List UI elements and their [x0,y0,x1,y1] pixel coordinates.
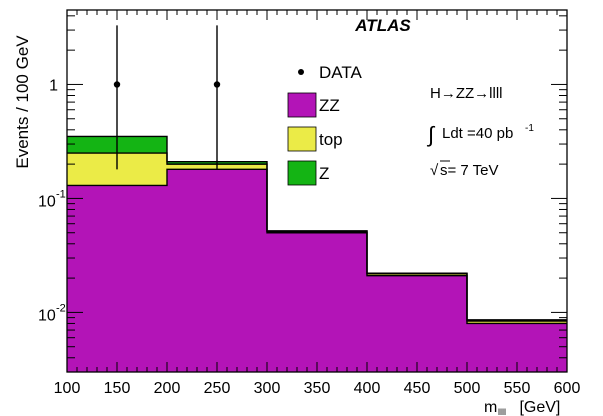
bar-top-400 [367,273,467,276]
x-label-main: m [484,399,497,416]
x-tick-label: 100 [54,380,81,397]
legend-data-label: DATA [319,63,362,82]
x-tick-label: 150 [104,380,131,397]
y-tick-label: 10 [38,193,56,210]
lumi-exponent: -1 [525,123,534,134]
x-tick-label: 500 [454,380,481,397]
y-tick-label: 1 [49,77,58,94]
channel-label: H→ZZ→llll [430,85,503,102]
x-axis-label: m llll [GeV] [484,399,560,416]
legend-label-zz: ZZ [319,96,340,115]
data-point-250 [213,81,221,88]
x-tick-label: 250 [204,380,231,397]
x-tick-label: 200 [154,380,181,397]
integral-sign: ∫ [426,122,436,147]
x-tick-label: 450 [404,380,431,397]
x-tick-label: 350 [304,380,331,397]
bar-top-300 [267,231,367,233]
data-points [113,25,221,170]
bar-zz-200 [167,169,267,372]
legend-swatch-zz [287,92,317,118]
x-label-sub: llll [498,407,506,416]
lumi-label: ∫ Ldt =40 pb -1 [426,122,534,147]
energy-text: s= 7 TeV [440,162,499,179]
energy-label: √ s= 7 TeV [430,160,499,179]
y-tick-exponent: -1 [56,188,66,200]
x-tick-label: 300 [254,380,281,397]
lumi-text: Ldt =40 pb [442,125,513,142]
legend-label-top: top [319,130,343,149]
x-tick-label: 550 [504,380,531,397]
y-tick-label: 10 [38,307,56,324]
x-label-unit: [GeV] [515,399,560,416]
y-axis-label: Events / 100 GeV [13,35,32,169]
bar-zz-100 [67,185,167,372]
x-tick-label: 400 [354,380,381,397]
legend-label-z: Z [319,164,329,183]
sqrt-sign: √ [430,162,439,179]
x-tick-label: 600 [554,380,581,397]
data-point-150 [113,81,121,88]
legend-swatch-z [287,160,317,186]
atlas-label: ATLAS [354,16,411,35]
bar-top-500 [467,321,567,324]
legend-data-marker [298,69,304,75]
legend-swatch-top [287,126,317,152]
bar-zz-400 [367,275,467,372]
stack-outline-z [67,135,567,321]
bar-zz-300 [267,232,367,372]
y-tick-exponent: -2 [56,302,66,314]
legend: DATA ZZ top Z [287,63,362,186]
